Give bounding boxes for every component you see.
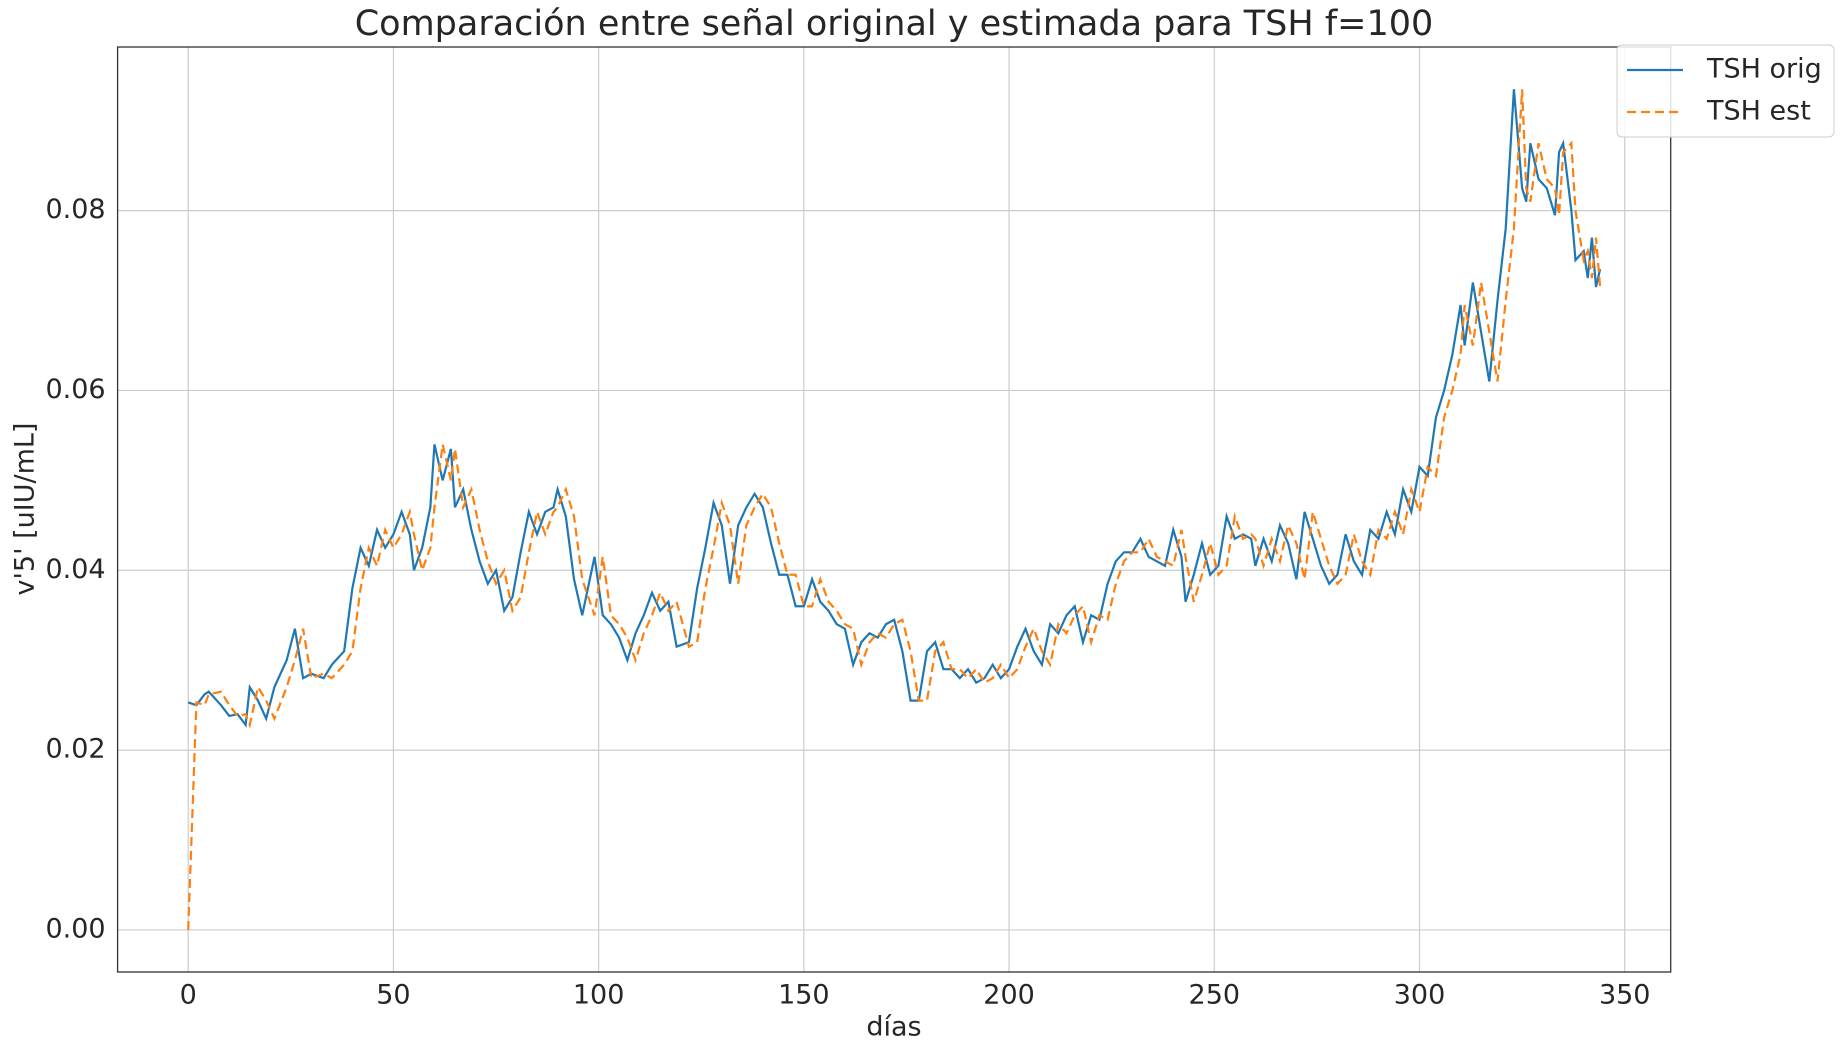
- data-line: [187, 89, 1602, 930]
- y-tick-label: 0.02: [45, 734, 105, 765]
- x-tick-label: 300: [1394, 980, 1446, 1011]
- y-tick-label: 0.00: [45, 913, 105, 944]
- y-tick-label: 0.04: [45, 554, 105, 585]
- x-axis-label: días: [866, 1012, 921, 1043]
- y-tick-label: 0.08: [45, 194, 105, 225]
- x-tick-label: 200: [983, 980, 1035, 1011]
- x-tick-label: 250: [1189, 980, 1241, 1011]
- legend-box: [1616, 44, 1835, 138]
- x-tick-label: 100: [573, 980, 625, 1011]
- legend-label: TSH est: [1706, 96, 1811, 127]
- x-tick-label: 50: [376, 980, 410, 1011]
- x-tick-label: 350: [1599, 980, 1651, 1011]
- y-tick-label: 0.06: [45, 374, 105, 405]
- x-tick-label: 150: [778, 980, 830, 1011]
- data-line: [187, 89, 1602, 728]
- plot-frame: [116, 46, 1672, 973]
- y-axis-label: v'5' [uIU/mL]: [10, 423, 41, 596]
- legend-label: TSH orig: [1706, 54, 1822, 85]
- chart-title: Comparación entre señal original y estim…: [355, 4, 1434, 44]
- x-tick-label: 0: [180, 980, 197, 1011]
